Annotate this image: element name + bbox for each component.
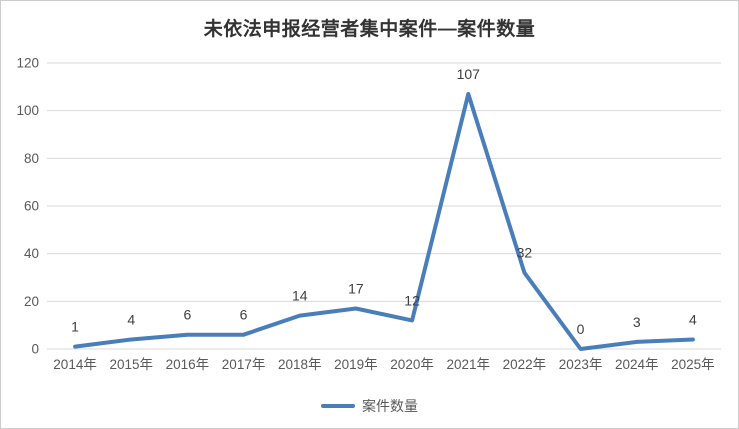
data-point-label: 14	[292, 288, 308, 304]
data-point-label: 12	[404, 292, 420, 308]
data-point-label: 32	[517, 245, 533, 261]
data-point-label: 4	[689, 311, 697, 327]
data-point-label: 107	[457, 66, 481, 82]
x-tick-label: 2020年	[390, 357, 434, 372]
x-tick-label: 2018年	[278, 357, 322, 372]
y-tick-label: 20	[24, 294, 39, 309]
x-tick-label: 2024年	[615, 357, 659, 372]
data-point-label: 17	[348, 280, 364, 296]
x-tick-label: 2021年	[446, 357, 490, 372]
data-point-label: 3	[633, 314, 641, 330]
y-tick-label: 80	[24, 151, 39, 166]
legend-label: 案件数量	[362, 398, 418, 414]
y-tick-label: 40	[24, 246, 39, 261]
x-tick-label: 2019年	[334, 357, 378, 372]
x-tick-label: 2025年	[671, 357, 715, 372]
x-tick-label: 2014年	[53, 357, 97, 372]
data-point-label: 6	[184, 307, 192, 323]
x-tick-label: 2023年	[559, 357, 603, 372]
x-tick-label: 2022年	[503, 357, 547, 372]
data-point-label: 1	[71, 319, 79, 335]
data-point-label: 6	[240, 307, 248, 323]
x-tick-label: 2015年	[109, 357, 153, 372]
chart-title: 未依法申报经营者集中案件—案件数量	[203, 19, 536, 40]
legend-line-swatch	[321, 404, 355, 408]
x-tick-label: 2017年	[222, 357, 266, 372]
data-point-label: 0	[577, 321, 585, 337]
legend: 案件数量	[1, 395, 738, 417]
series-line	[73, 92, 695, 351]
y-tick-label: 0	[31, 342, 39, 357]
x-tick-label: 2016年	[166, 357, 210, 372]
y-tick-label: 120	[16, 56, 39, 71]
y-tick-label: 100	[16, 103, 39, 118]
y-tick-label: 60	[24, 199, 39, 214]
data-point-label: 4	[127, 311, 135, 327]
